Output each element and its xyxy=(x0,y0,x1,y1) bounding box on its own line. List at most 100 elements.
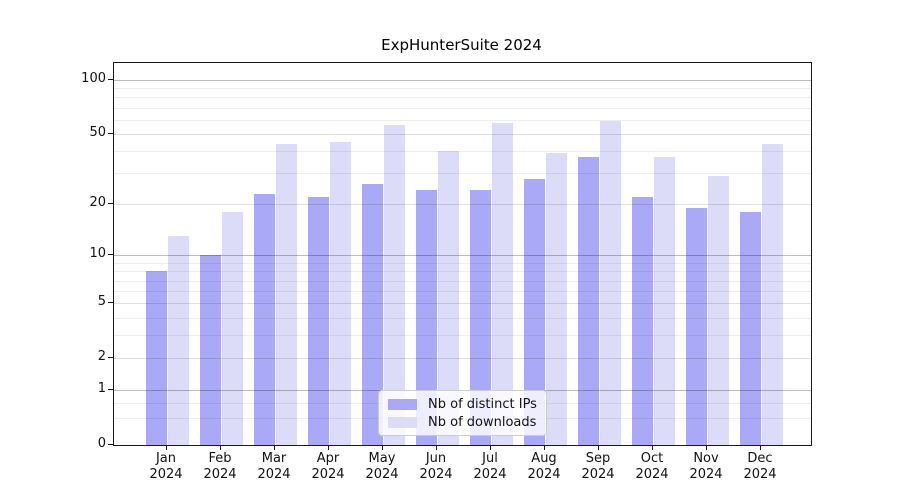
x-tick-mark xyxy=(490,445,491,450)
x-tick-month: Jul xyxy=(482,451,498,466)
bar-downloads-apr xyxy=(329,142,351,445)
x-tick-label-may: May 2024 xyxy=(355,451,409,483)
y-tick-label: 1 xyxy=(97,381,106,397)
bar-downloads-dec xyxy=(761,143,783,445)
gridline-minor xyxy=(114,281,811,282)
y-tick-label: 50 xyxy=(89,125,106,141)
bar-distinct-ips-jul xyxy=(469,190,491,445)
x-tick-year: 2024 xyxy=(365,467,399,482)
y-tick-mark xyxy=(108,357,113,358)
x-tick-label-dec: Dec 2024 xyxy=(733,451,787,483)
legend-label-distinct-ips: Nb of distinct IPs xyxy=(428,396,537,412)
y-tick-mark xyxy=(108,79,113,80)
y-tick-label: 5 xyxy=(97,294,106,310)
x-tick-mark xyxy=(328,445,329,450)
bar-distinct-ips-nov xyxy=(685,208,707,445)
plot-area: Nb of distinct IPs Nb of downloads xyxy=(113,62,812,446)
x-tick-year: 2024 xyxy=(149,467,183,482)
bar-distinct-ips-dec xyxy=(739,212,761,445)
bar-downloads-nov xyxy=(707,176,729,445)
x-tick-label-aug: Aug 2024 xyxy=(517,451,571,483)
x-tick-label-jan: Jan 2024 xyxy=(139,451,193,483)
x-tick-mark xyxy=(544,445,545,450)
bar-downloads-feb xyxy=(221,212,243,445)
x-tick-month: Aug xyxy=(531,451,557,466)
legend-swatch-downloads xyxy=(388,416,417,428)
legend-item-distinct-ips: Nb of distinct IPs xyxy=(388,397,537,412)
y-tick-mark xyxy=(108,444,113,445)
bar-distinct-ips-jun xyxy=(415,190,437,445)
gridline-minor xyxy=(114,151,811,152)
x-tick-year: 2024 xyxy=(311,467,345,482)
bar-distinct-ips-oct xyxy=(631,197,653,445)
x-tick-month: Jan xyxy=(155,451,177,466)
gridline-minor xyxy=(114,108,811,109)
x-tick-month: Jun xyxy=(425,451,447,466)
x-tick-mark xyxy=(598,445,599,450)
x-tick-label-nov: Nov 2024 xyxy=(679,451,733,483)
legend-swatch-distinct-ips xyxy=(388,398,417,410)
x-tick-month: Oct xyxy=(640,451,664,466)
x-tick-label-mar: Mar 2024 xyxy=(247,451,301,483)
x-tick-month: Mar xyxy=(261,451,287,466)
y-tick-mark xyxy=(108,254,113,255)
x-tick-year: 2024 xyxy=(527,467,561,482)
bar-downloads-may xyxy=(383,125,405,445)
x-tick-mark xyxy=(436,445,437,450)
x-tick-mark xyxy=(652,445,653,450)
x-tick-month: Apr xyxy=(316,451,340,466)
x-tick-year: 2024 xyxy=(635,467,669,482)
x-tick-mark xyxy=(706,445,707,450)
bar-distinct-ips-apr xyxy=(307,197,329,445)
bar-downloads-jan xyxy=(167,236,189,445)
bar-distinct-ips-aug xyxy=(523,178,545,445)
x-tick-month: Dec xyxy=(747,451,773,466)
gridline-y-100 xyxy=(114,80,811,81)
y-tick-label: 10 xyxy=(89,246,106,262)
legend-label-downloads: Nb of downloads xyxy=(428,414,537,430)
chart-title: ExpHunterSuite 2024 xyxy=(381,36,542,54)
gridline-minor xyxy=(114,271,811,272)
bar-distinct-ips-sep xyxy=(577,157,599,445)
y-tick-label: 20 xyxy=(89,195,106,211)
gridline-minor xyxy=(114,88,811,89)
x-tick-mark xyxy=(274,445,275,450)
bars-layer xyxy=(114,63,811,445)
gridline-minor xyxy=(114,318,811,319)
bar-distinct-ips-mar xyxy=(253,193,275,445)
x-tick-month: Sep xyxy=(585,451,611,466)
x-tick-year: 2024 xyxy=(581,467,615,482)
bar-downloads-aug xyxy=(545,153,567,445)
y-tick-label: 0 xyxy=(97,436,106,451)
gridline-minor xyxy=(114,173,811,174)
y-tick-label: 100 xyxy=(81,71,106,86)
x-tick-year: 2024 xyxy=(419,467,453,482)
y-tick-mark xyxy=(108,203,113,204)
x-tick-mark xyxy=(220,445,221,450)
legend-item-downloads: Nb of downloads xyxy=(388,415,537,430)
y-tick-label: 2 xyxy=(97,349,106,365)
bar-distinct-ips-feb xyxy=(199,255,221,445)
x-tick-label-oct: Oct 2024 xyxy=(625,451,679,483)
x-tick-mark xyxy=(760,445,761,450)
x-tick-mark xyxy=(166,445,167,450)
legend: Nb of distinct IPs Nb of downloads xyxy=(378,390,547,436)
x-tick-year: 2024 xyxy=(689,467,723,482)
x-tick-year: 2024 xyxy=(743,467,777,482)
gridline-minor xyxy=(114,263,811,264)
x-tick-year: 2024 xyxy=(257,467,291,482)
bar-downloads-jul xyxy=(491,122,513,445)
x-tick-month: Feb xyxy=(208,451,232,466)
x-tick-year: 2024 xyxy=(473,467,507,482)
x-tick-label-jul: Jul 2024 xyxy=(463,451,517,483)
gridline-minor xyxy=(114,120,811,121)
gridline-minor xyxy=(114,97,811,98)
gridline-y-2 xyxy=(114,358,811,359)
bar-distinct-ips-jan xyxy=(145,271,167,445)
bar-downloads-mar xyxy=(275,143,297,445)
bar-downloads-jun xyxy=(437,151,459,445)
gridline-minor xyxy=(114,291,811,292)
x-tick-mark xyxy=(382,445,383,450)
x-tick-label-feb: Feb 2024 xyxy=(193,451,247,483)
